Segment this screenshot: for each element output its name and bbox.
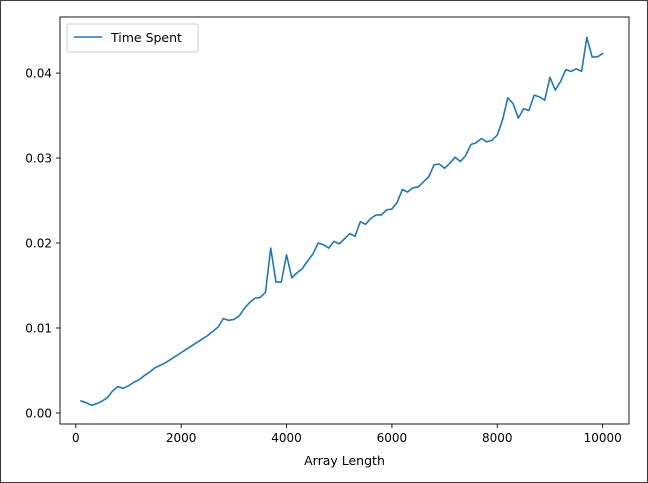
legend: Time Spent — [66, 23, 199, 53]
y-tick-label: 0.00 — [25, 406, 52, 420]
series-line-0 — [80, 36, 604, 407]
x-tick-label: 2000 — [166, 431, 197, 445]
x-tick-label: 4000 — [271, 431, 302, 445]
y-tick-label: 0.04 — [25, 67, 52, 81]
y-tick-label: 0.01 — [25, 321, 52, 335]
x-axis-label: Array Length — [304, 453, 385, 468]
x-tick-label: 8000 — [482, 431, 513, 445]
legend-box — [66, 23, 199, 53]
plot-area-background — [60, 17, 629, 424]
ticks-layer: 0 2000 4000 6000 8000 10000 0.00 0.01 0.02 0.03 0.… — [25, 67, 621, 445]
y-tick-label: 0.03 — [25, 152, 52, 166]
plot-frame — [59, 16, 630, 425]
x-tick-label: 10000 — [584, 431, 622, 445]
x-tick-label: 6000 — [377, 431, 408, 445]
series-layer — [80, 36, 604, 407]
x-tick-label: 0 — [72, 431, 80, 445]
y-tick-label: 0.02 — [25, 237, 52, 251]
legend-label-time-spent: Time Spent — [110, 30, 182, 45]
